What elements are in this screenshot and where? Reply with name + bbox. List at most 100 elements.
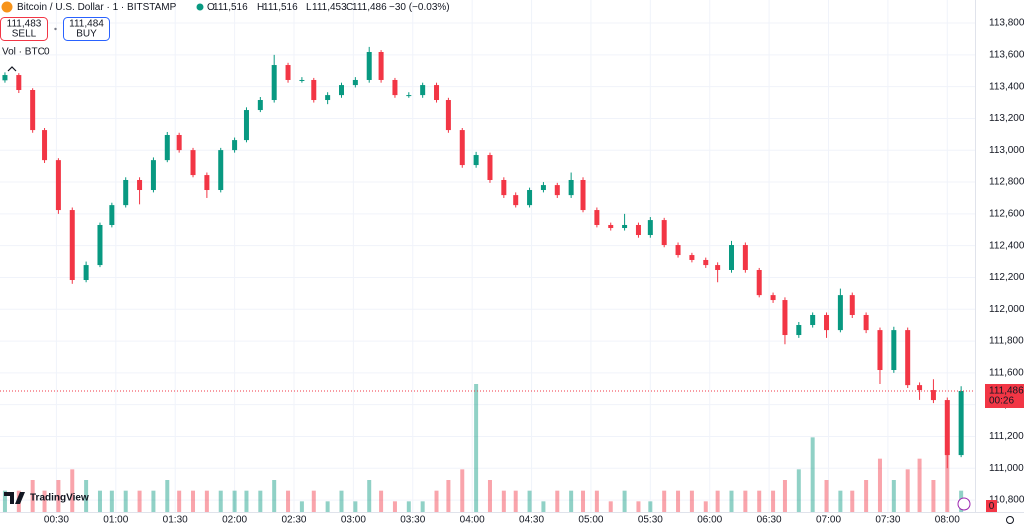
y-tick-label: 111,600 (989, 368, 1024, 379)
candle-body (42, 130, 48, 161)
volume-bar (636, 501, 641, 512)
candle-body (109, 205, 115, 225)
collapse-icon[interactable] (7, 66, 17, 72)
last-price-label: 111,486 (989, 386, 1024, 397)
last-price-tag (985, 383, 1024, 408)
candle-body (69, 210, 75, 281)
volume-bar (474, 384, 479, 512)
volume-bar (420, 501, 425, 512)
volume-bar (622, 490, 627, 512)
candle-body (728, 245, 734, 270)
volume-bar (97, 490, 102, 512)
candle-body (311, 79, 317, 101)
tv-logo (4, 492, 25, 504)
symbol-title[interactable]: Bitcoin / U.S. Dollar · 1 · BITSTAMP (17, 2, 177, 13)
volume-bar (30, 480, 35, 512)
volume-bar (42, 490, 47, 512)
volume-bar (325, 501, 330, 512)
candle-body (594, 210, 600, 225)
volume-bar (460, 469, 465, 512)
candle-body (661, 220, 667, 246)
y-tick-label: 113,600 (989, 49, 1024, 60)
volume-bar (204, 490, 209, 512)
candle-body (338, 85, 344, 96)
x-tick-label: 07:30 (875, 515, 900, 526)
x-tick-label: 02:00 (222, 515, 247, 526)
candle-body (83, 265, 89, 281)
ohlc-key: H (257, 2, 264, 13)
volume-bar (824, 480, 829, 512)
candle-body (837, 295, 843, 331)
ohlc-key: L (306, 2, 312, 13)
volume-bar (703, 501, 708, 512)
volume-tag-text: 0 (989, 501, 995, 512)
candle-body (796, 325, 802, 336)
candle-body (877, 330, 883, 371)
x-tick-label: 02:30 (281, 515, 306, 526)
settings-icon[interactable] (1006, 516, 1014, 524)
sell-label: SELL (12, 29, 37, 40)
spread-dot (54, 27, 57, 31)
candle-body (554, 185, 560, 196)
volume-bar (501, 490, 506, 512)
volume-bar (151, 490, 156, 512)
candle-body (271, 65, 277, 101)
candle-body (958, 390, 964, 456)
market-status (196, 3, 204, 11)
volume-bar (218, 490, 223, 512)
y-tick-label: 112,200 (989, 272, 1024, 283)
buy-button[interactable] (63, 17, 110, 41)
x-tick-label: 00:30 (44, 515, 69, 526)
candle-body (299, 79, 305, 81)
candle-body (352, 79, 358, 86)
volume-bar (743, 490, 748, 512)
volume-value: 0 (44, 47, 50, 58)
candle-body (420, 85, 426, 96)
volume-bar (84, 480, 89, 512)
volume-bar (917, 458, 922, 512)
candle-body (647, 220, 653, 236)
candle-body (891, 330, 897, 371)
sell-button[interactable] (0, 17, 48, 41)
volume-bar (648, 501, 653, 512)
volume-bar (676, 490, 681, 512)
event-icon[interactable] (957, 497, 971, 511)
y-tick-label: 112,000 (989, 304, 1024, 315)
volume-bar (487, 480, 492, 512)
volume-bar (771, 490, 776, 512)
candle-body (487, 155, 493, 180)
btc-icon (1, 1, 13, 13)
ohlc-value: 111,516 (213, 2, 248, 13)
buy-label: BUY (76, 29, 97, 40)
axes: 110,800111,000111,200111,400111,600111,8… (44, 18, 1024, 526)
volume-bar (608, 501, 613, 512)
y-tick-label: 110,800 (989, 495, 1024, 506)
volume-bar (581, 490, 586, 512)
brand: TradingView (30, 493, 89, 504)
x-tick-label: 01:00 (103, 515, 128, 526)
candle-body (703, 259, 709, 266)
y-tick-label: 111,200 (989, 431, 1024, 442)
candle-body (366, 51, 372, 80)
volume-tag (986, 500, 997, 512)
ohlc-value: 111,486 (352, 2, 387, 13)
candle-body (257, 100, 263, 111)
y-tick-label: 112,800 (989, 177, 1024, 188)
candle-body (608, 224, 614, 229)
volume-bar (838, 490, 843, 512)
ohlc-key: O (207, 2, 215, 13)
y-tick-label: 111,000 (989, 463, 1024, 474)
countdown: 00:26 (989, 396, 1014, 407)
x-tick-label: 01:30 (163, 515, 188, 526)
volume-bar (406, 501, 411, 512)
volume-bar (715, 490, 720, 512)
volume-bar (931, 480, 936, 512)
candle-body (232, 140, 238, 151)
volume-bar (109, 490, 114, 512)
candle-body (123, 179, 129, 206)
candle-body (137, 179, 143, 191)
volume-bar (286, 490, 291, 512)
volume-bar (555, 490, 560, 512)
volume-bar (945, 448, 950, 512)
